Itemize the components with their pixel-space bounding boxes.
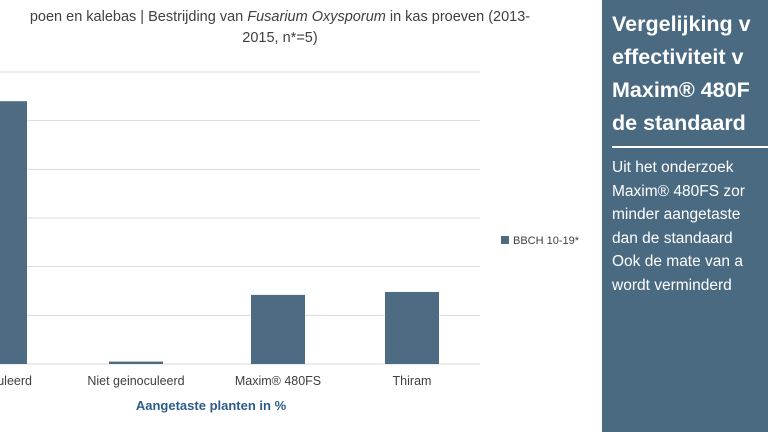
- side-panel-body-line: wordt verminderd: [612, 276, 732, 294]
- legend-label: BBCH 10-19*: [513, 235, 580, 247]
- category-label: oculeerd: [0, 374, 32, 388]
- chart-title-species: Fusarium Oxysporum: [247, 9, 386, 25]
- side-panel-body-line: Uit het onderzoek: [612, 159, 734, 176]
- side-panel-title-line: Vergelijking v: [612, 12, 751, 36]
- chart-panel: poen en kalebas | Bestrijding van Fusari…: [0, 7, 580, 413]
- bar: [109, 361, 163, 364]
- side-panel-divider: [612, 146, 768, 148]
- side-panel-title: Vergelijking v effectiviteit v Maxim® 48…: [612, 8, 768, 140]
- side-panel: Vergelijking v effectiviteit v Maxim® 48…: [602, 0, 768, 432]
- category-label: Niet geinoculeerd: [87, 374, 184, 388]
- side-panel-title-line: Maxim® 480F: [612, 78, 750, 102]
- chart-title-prefix: poen en kalebas | Bestrijding van: [29, 9, 248, 25]
- side-panel-body-line: minder aangetaste: [612, 206, 741, 223]
- category-label: Thiram: [393, 374, 432, 388]
- side-panel-body-line: Maxim® 480FS zor: [612, 182, 745, 200]
- bar: [251, 294, 305, 364]
- category-label: Maxim® 480FS: [235, 374, 321, 388]
- side-panel-body-line: Ook de mate van a: [612, 253, 743, 270]
- chart-title-line-1: poen en kalebas | Bestrijding van Fusari…: [0, 7, 560, 28]
- x-axis-title: Aangetaste planten in %: [136, 398, 287, 413]
- chart-title-suffix: in kas proeven (2013-: [385, 9, 531, 25]
- chart-title: poen en kalebas | Bestrijding van Fusari…: [0, 7, 560, 49]
- legend-swatch: [501, 236, 509, 244]
- side-panel-title-line: de standaard: [612, 111, 746, 135]
- bar: [385, 291, 439, 364]
- bar-chart: oculeerd Niet geinoculeerd Maxim® 480FS Thi…: [0, 71, 580, 413]
- bar: [0, 101, 27, 364]
- side-panel-title-line: effectiviteit v: [612, 45, 744, 69]
- side-panel-body: Uit het onderzoek Maxim® 480FS zor minde…: [612, 156, 768, 297]
- side-panel-body-line: dan de standaard: [612, 229, 733, 247]
- chart-title-line-2: 2015, n*=5): [242, 30, 318, 46]
